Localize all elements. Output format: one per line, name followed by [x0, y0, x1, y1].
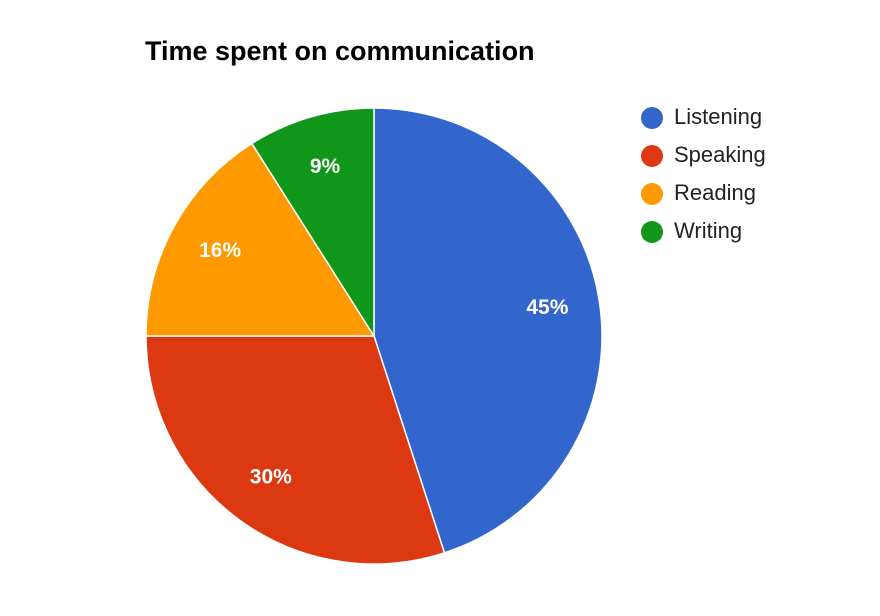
- pie-slice: [145, 335, 446, 565]
- legend-label: Reading: [674, 180, 756, 205]
- legend-marker: [641, 183, 663, 205]
- legend-marker: [641, 221, 663, 243]
- legend-label: Speaking: [674, 142, 766, 167]
- slice-label: 16%: [199, 239, 241, 262]
- pie-slice: [145, 142, 376, 337]
- slice-label: 30%: [250, 466, 292, 489]
- legend-label: Writing: [674, 218, 742, 243]
- legend-label: Listening: [674, 104, 762, 129]
- slice-label: 45%: [526, 296, 568, 319]
- chart-title: Time spent on communication: [145, 36, 535, 66]
- pie-slice: [250, 107, 375, 339]
- legend-marker: [641, 107, 663, 129]
- slice-label: 9%: [310, 155, 341, 178]
- legend-marker: [641, 145, 663, 167]
- pie-slice: [373, 107, 603, 554]
